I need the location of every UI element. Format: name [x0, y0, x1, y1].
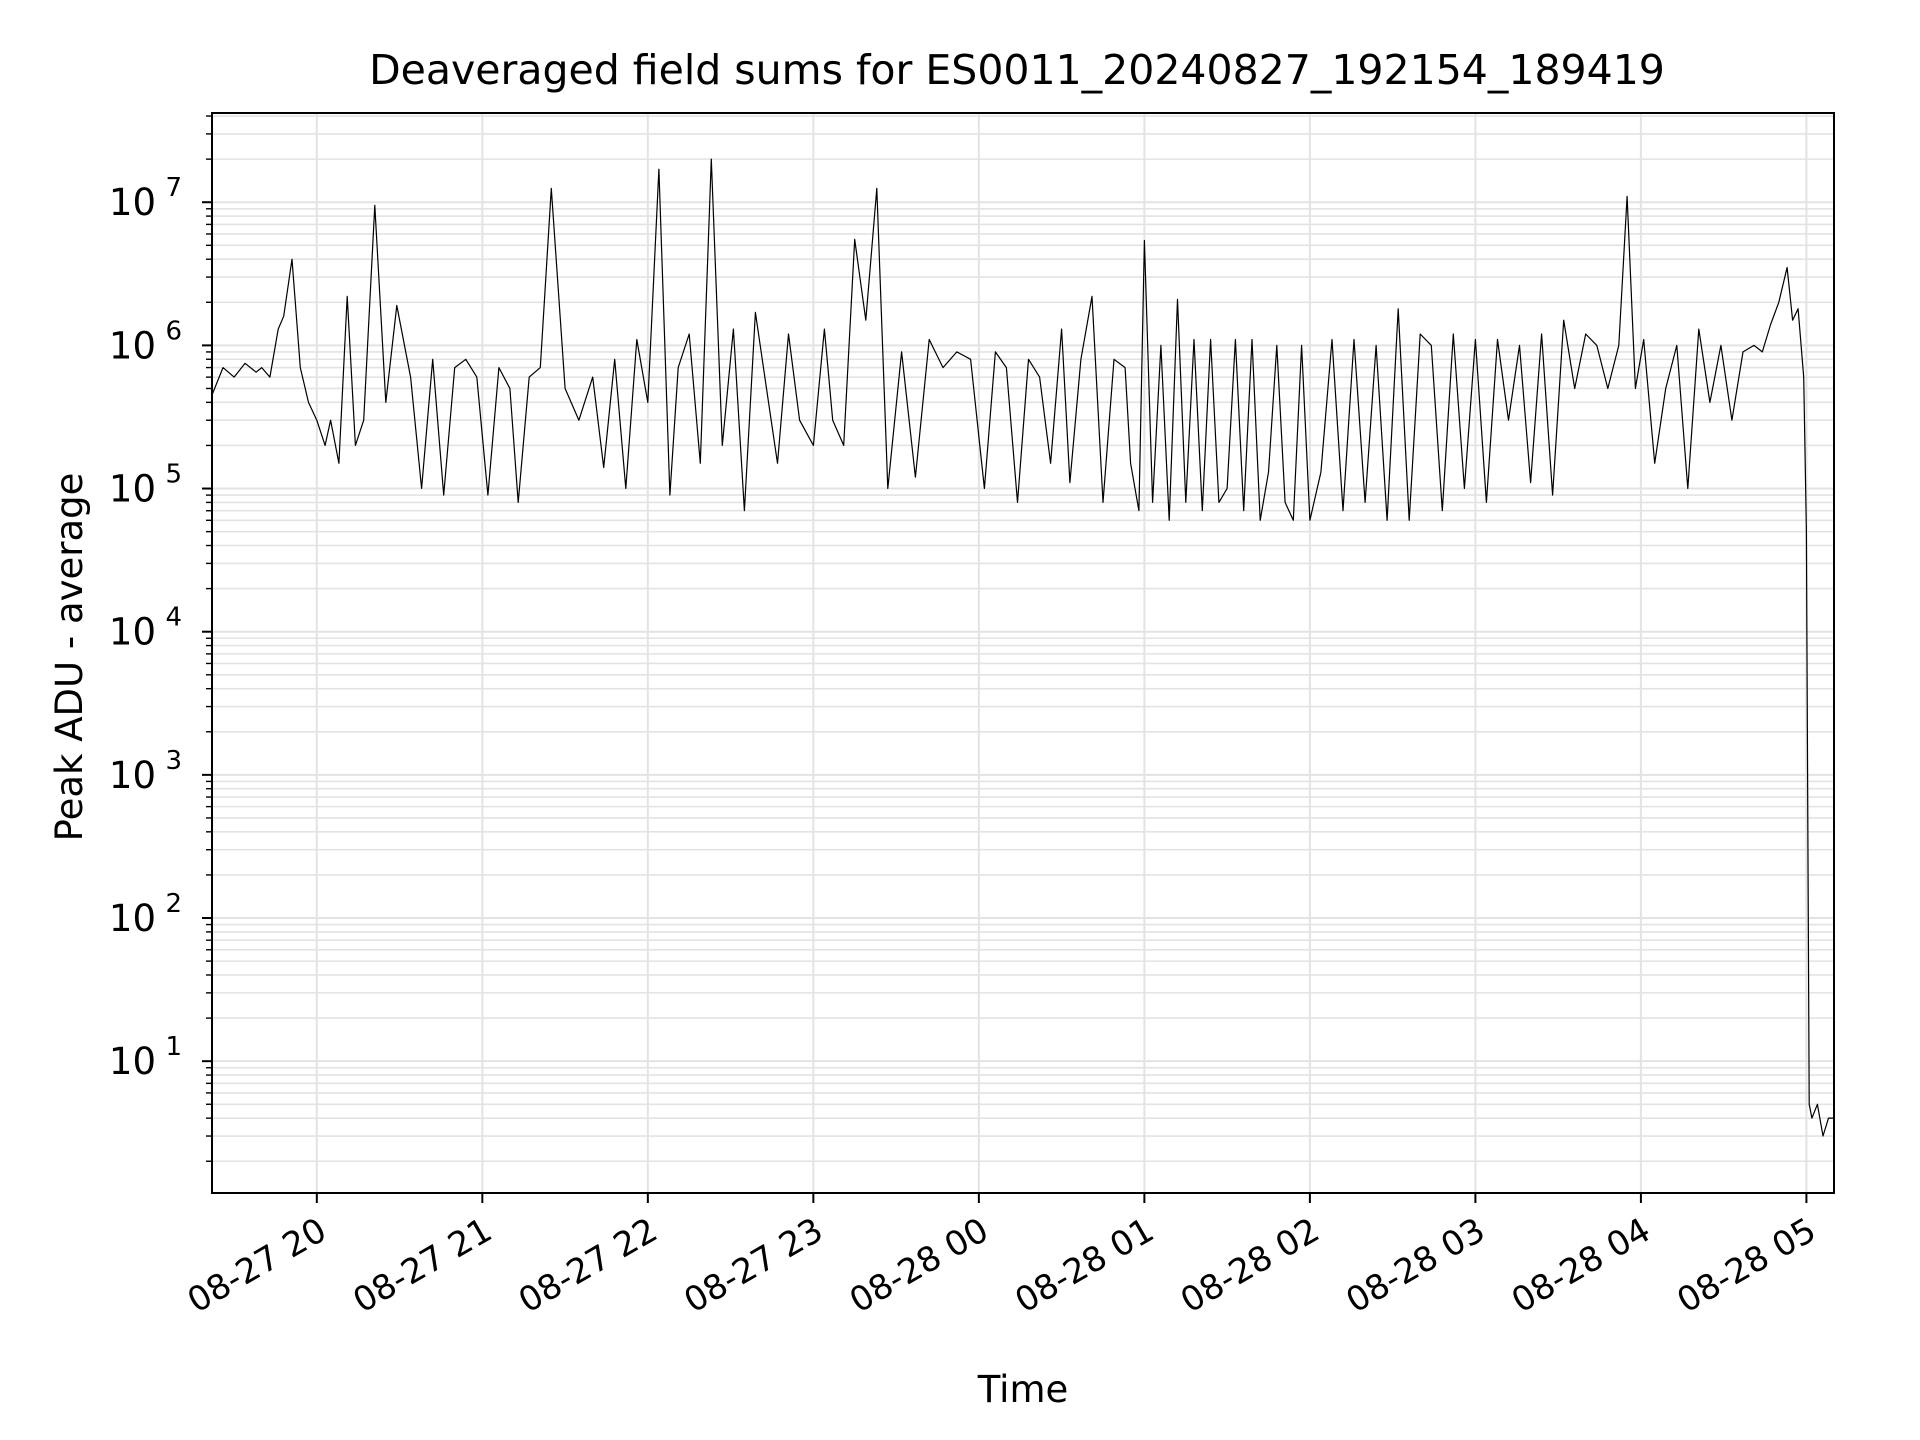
- y-tick-exponent: 4: [165, 603, 182, 633]
- y-tick-exponent: 1: [165, 1032, 182, 1062]
- y-tick-label: 10: [109, 324, 156, 367]
- y-tick-label: 10: [109, 1040, 156, 1083]
- y-tick-label: 10: [109, 897, 156, 940]
- x-tick-label: 08-27 23: [677, 1210, 829, 1321]
- y-tick-label: 10: [109, 611, 156, 654]
- x-tick-label: 08-28 04: [1505, 1210, 1657, 1321]
- grid: [212, 113, 1834, 1193]
- y-tick-exponent: 6: [165, 316, 182, 346]
- x-tick-label: 08-28 03: [1340, 1210, 1492, 1321]
- y-tick-exponent: 3: [165, 746, 182, 776]
- x-tick-label: 08-27 20: [181, 1210, 333, 1321]
- y-tick-label: 10: [109, 468, 156, 511]
- x-tick-label: 08-27 21: [346, 1210, 498, 1321]
- y-axis-label: Peak ADU - average: [48, 473, 91, 842]
- x-axis-label: Time: [977, 1368, 1069, 1411]
- plot-area: [211, 112, 1835, 1194]
- y-tick-exponent: 5: [165, 460, 182, 490]
- x-tick-label: 08-27 22: [512, 1210, 664, 1321]
- y-tick-exponent: 7: [165, 173, 182, 203]
- chart-title: Deaveraged field sums for ES0011_2024082…: [369, 46, 1665, 94]
- x-tick-label: 08-28 01: [1008, 1210, 1160, 1321]
- x-tick-label: 08-28 02: [1174, 1210, 1326, 1321]
- y-tick-label: 10: [109, 754, 156, 797]
- y-tick-label: 10: [109, 181, 156, 224]
- x-tick-label: 08-28 05: [1671, 1210, 1823, 1321]
- series-line: [211, 158, 1834, 1137]
- x-tick-label: 08-28 00: [843, 1210, 995, 1321]
- y-tick-exponent: 2: [165, 889, 182, 919]
